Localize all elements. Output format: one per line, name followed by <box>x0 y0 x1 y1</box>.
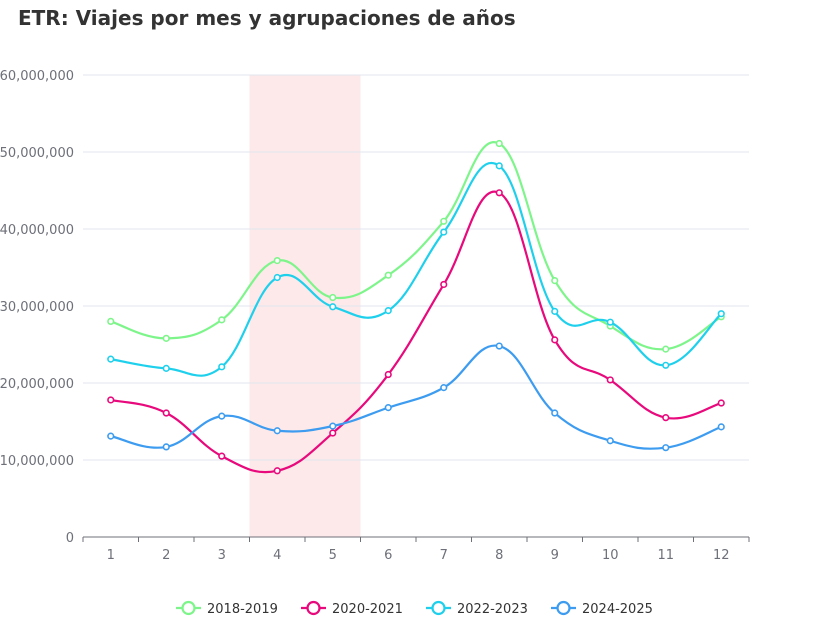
data-point <box>495 342 503 350</box>
x-tick-label: 1 <box>107 548 115 563</box>
x-tick-label: 11 <box>657 548 674 563</box>
data-point <box>662 444 670 452</box>
data-point <box>273 256 281 265</box>
series-lines <box>107 139 725 475</box>
data-point <box>273 427 281 435</box>
series-2022-2023 <box>107 162 725 377</box>
legend-label: 2020-2021 <box>332 602 403 617</box>
data-point <box>440 217 448 225</box>
y-tick-label: 10,000,000 <box>0 454 74 469</box>
data-point <box>107 355 115 363</box>
x-tick-label: 7 <box>440 548 448 563</box>
data-point <box>329 429 337 437</box>
series-2024-2025 <box>107 342 725 452</box>
legend-item: 2018-2019 <box>176 600 278 617</box>
data-point <box>273 273 281 282</box>
legend-item: 2022-2023 <box>426 600 528 617</box>
y-tick-label: 20,000,000 <box>0 377 74 392</box>
data-point <box>384 307 392 315</box>
data-point <box>218 316 226 324</box>
chart-title: ETR: Viajes por mes y agrupaciones de añ… <box>18 6 516 30</box>
data-point <box>329 293 337 302</box>
legend-marker <box>556 600 571 616</box>
data-point <box>329 422 337 430</box>
legend-marker <box>306 600 321 616</box>
legend-marker <box>431 600 446 616</box>
legend-label: 2018-2019 <box>207 602 278 617</box>
data-point <box>440 280 448 289</box>
x-tick-label: 5 <box>329 548 337 563</box>
x-tick-label: 3 <box>218 548 226 563</box>
series-line <box>110 162 723 377</box>
data-point <box>107 317 115 326</box>
data-point <box>162 409 170 417</box>
data-point <box>662 345 670 353</box>
data-point <box>218 363 226 371</box>
data-point <box>551 336 559 344</box>
data-point <box>384 271 392 279</box>
data-point <box>606 318 614 326</box>
legend-marker <box>181 600 196 616</box>
legend-item: 2020-2021 <box>301 600 403 617</box>
data-point <box>329 303 337 311</box>
data-point <box>662 361 670 369</box>
y-tick-label: 50,000,000 <box>0 146 74 161</box>
x-tick-label: 12 <box>713 548 730 563</box>
data-point <box>107 432 115 440</box>
y-tick-label: 60,000,000 <box>0 69 74 84</box>
gridlines <box>83 74 749 461</box>
series-2018-2019 <box>107 139 725 353</box>
legend-item: 2024-2025 <box>551 600 653 617</box>
data-point <box>384 404 392 412</box>
data-point <box>662 414 670 422</box>
data-point <box>717 310 725 318</box>
x-tick-label: 4 <box>273 548 281 563</box>
data-point <box>218 452 226 460</box>
x-tick-label: 9 <box>551 548 559 563</box>
x-tick-label: 6 <box>384 548 392 563</box>
data-point <box>218 412 226 420</box>
data-point <box>440 228 448 236</box>
data-point <box>162 443 170 451</box>
data-point <box>384 370 392 379</box>
y-tick-label: 30,000,000 <box>0 300 74 315</box>
axes: 0 10,000,000 20,000,000 30,000,000 40,000,00… <box>0 69 750 563</box>
data-point <box>717 423 725 431</box>
data-point <box>606 376 614 384</box>
data-point <box>551 307 559 315</box>
data-point <box>717 399 725 407</box>
data-point <box>495 189 503 197</box>
x-tick-label: 2 <box>162 548 170 563</box>
data-point <box>495 162 503 170</box>
legend: 2018-2019 2020-2021 2022-2023 2024-2025 <box>176 600 653 617</box>
legend-label: 2024-2025 <box>582 602 653 617</box>
data-point <box>551 409 559 417</box>
data-point <box>440 384 448 392</box>
data-point <box>551 276 559 285</box>
y-tick-label: 0 <box>66 531 74 546</box>
data-point <box>606 437 614 445</box>
data-point <box>495 139 503 148</box>
data-point <box>107 396 115 404</box>
data-point <box>162 334 170 342</box>
y-tick-label: 40,000,000 <box>0 223 74 238</box>
x-tick-label: 8 <box>495 548 503 563</box>
data-point <box>162 364 170 372</box>
series-2020-2021 <box>107 189 725 475</box>
series-line <box>110 141 722 351</box>
x-tick-label: 10 <box>602 548 619 563</box>
legend-label: 2022-2023 <box>457 602 528 617</box>
data-point <box>273 467 281 475</box>
